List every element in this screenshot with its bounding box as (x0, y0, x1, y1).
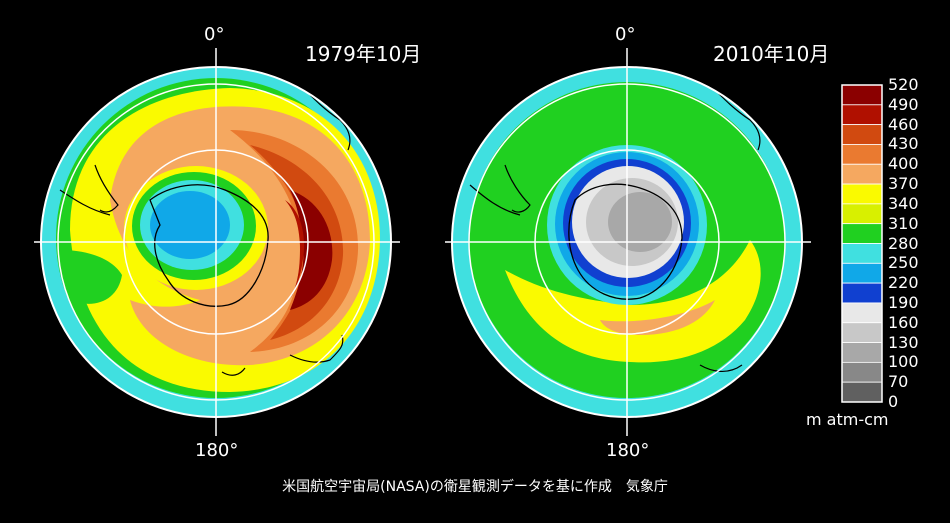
colorbar-frame (841, 84, 883, 403)
colorbar-segment (841, 322, 883, 343)
colorbar-segment (841, 223, 883, 244)
map-1979-top-label: 0° (204, 24, 225, 45)
colorbar-segment (841, 262, 883, 284)
colorbar-segment (841, 243, 883, 264)
credit-text: 米国航空宇宙局(NASA)の衛星観測データを基に作成 気象庁 (282, 479, 668, 495)
legend-unit: m atm-cm (806, 410, 889, 429)
colorbar-segment (841, 342, 883, 363)
colorbar-segment (841, 282, 883, 304)
colorbar-segment (841, 203, 883, 225)
colorbar-segment (841, 302, 883, 324)
colorbar-segment (841, 163, 883, 185)
colorbar-segment (841, 183, 883, 205)
legend-tick-label: 280 (888, 233, 919, 253)
legend-tick-label: 340 (888, 193, 919, 213)
map-1979 (41, 67, 391, 417)
map-2010-top-label: 0° (615, 24, 636, 45)
legend-tick-label: 310 (888, 213, 919, 233)
colorbar-segment (841, 124, 883, 145)
legend-tick-label: 190 (888, 292, 919, 312)
colorbar-segment (841, 381, 883, 403)
legend-tick-label: 430 (888, 134, 919, 154)
legend-tick-label: 100 (888, 352, 919, 372)
legend-tick-label: 520 (888, 75, 919, 94)
map-1979-bottom-label: 180° (195, 440, 239, 461)
colorbar-segment (841, 144, 883, 165)
legend-tick-label: 400 (888, 154, 919, 174)
colorbar-segment (841, 84, 883, 106)
legend-tick-label: 130 (888, 332, 919, 352)
legend-tick-label: 160 (888, 312, 919, 332)
colorbar-segment (841, 104, 883, 126)
legend-tick-label: 370 (888, 174, 919, 194)
colorbar (841, 84, 883, 403)
map-2010-title: 2010年10月 (713, 42, 830, 66)
map-2010-bottom-label: 180° (606, 440, 650, 461)
map-1979-title: 1979年10月 (305, 42, 422, 66)
legend-tick-label: 220 (888, 273, 919, 293)
legend-tick-label: 490 (888, 94, 919, 114)
legend-tick-label: 250 (888, 253, 919, 273)
legend-tick-label: 0 (888, 392, 899, 411)
colorbar-segment (841, 361, 883, 383)
legend-tick-label: 460 (888, 114, 919, 134)
legend-tick-label: 70 (888, 372, 909, 392)
